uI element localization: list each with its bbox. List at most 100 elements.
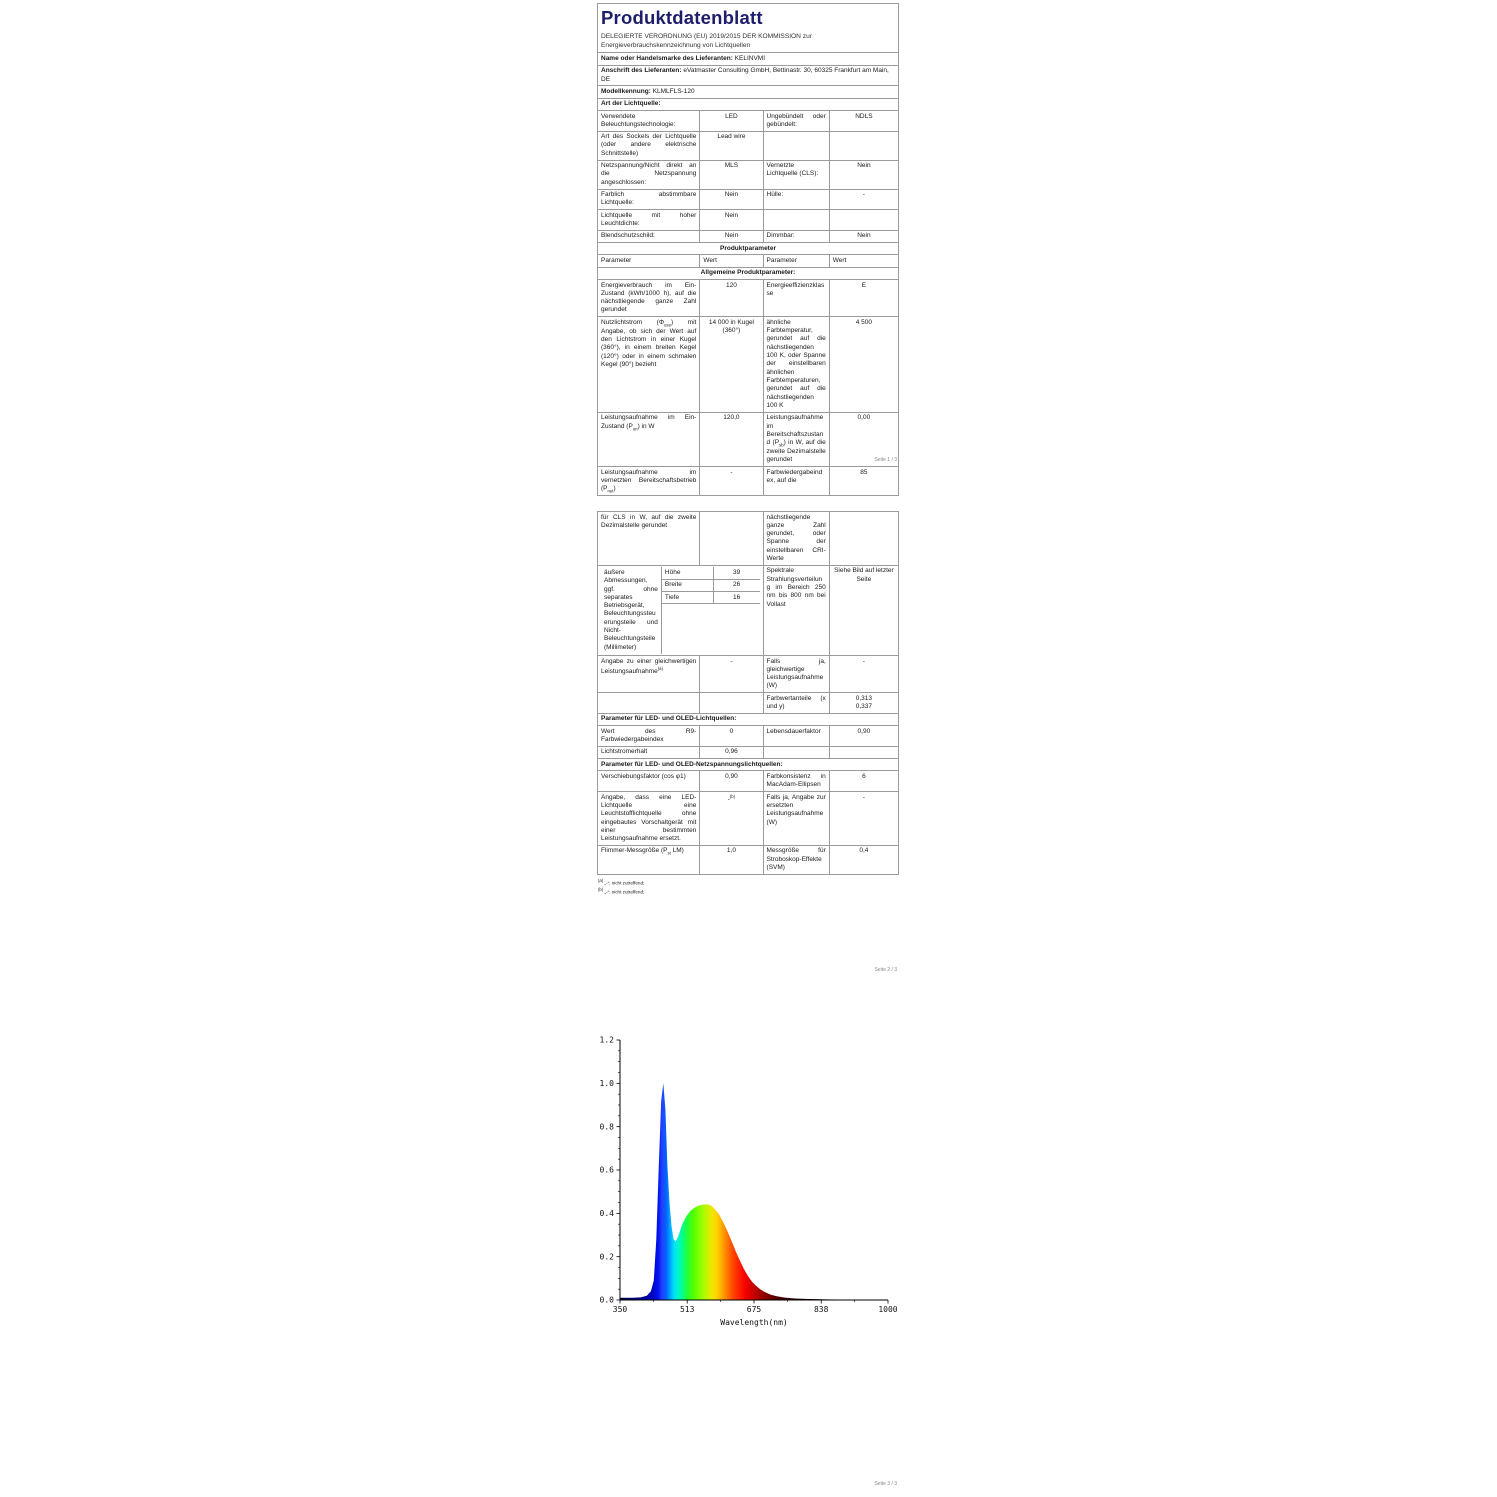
param-value-cell: 85: [828, 466, 900, 497]
svg-text:1.0: 1.0: [600, 1079, 615, 1088]
section-header-allgemeine: Allgemeine Produktparameter:: [597, 266, 899, 281]
param-value-cell: 120,0: [699, 411, 764, 468]
table-row: Verwendete Beleuchtungstechnologie: LED …: [596, 110, 900, 132]
param-value-cell: Nein: [828, 159, 900, 190]
dimension-name: Breite: [662, 579, 714, 591]
section-header-row: Produktparameter: [597, 242, 899, 256]
param-value-cell: [828, 511, 900, 566]
model-id-label: Modellkennung:: [601, 87, 651, 95]
param-label-cell: Angabe, dass eine LED-Lichtquelle eine L…: [596, 791, 701, 846]
regulation-subtitle: DELEGIERTE VERORDNUNG (EU) 2019/2015 DER…: [601, 33, 812, 50]
param-value-cell: [699, 692, 764, 714]
table-row: Nutzlichtstrom (Φuse) mit Angabe, ob sic…: [596, 316, 900, 413]
param-label-cell: Energieeffizienzklasse: [762, 279, 830, 318]
value-text: -: [727, 795, 730, 803]
label-subscript: on: [632, 425, 638, 431]
dimensions-cell: äußere Abmessungen, ggf. ohne separates …: [597, 564, 764, 657]
param-value-cell: 6: [828, 770, 900, 793]
supplier-name-value: KELINVMI: [734, 54, 766, 62]
param-value-cell: Nein: [699, 229, 764, 244]
param-label-cell: Wert des R9-Farbwiedergabeindex: [596, 725, 701, 747]
param-value-cell: 0,90: [828, 725, 900, 747]
model-id-value: KLMLFLS-120: [652, 87, 695, 95]
model-id-row: Modellkennung: KLMLFLS-120: [597, 85, 899, 99]
column-header-cell: Wert: [828, 254, 900, 268]
table-row: Energieverbrauch im Ein-Zustand (kWh/100…: [596, 279, 900, 318]
page-number-3: Seite 3 / 3: [874, 1481, 897, 1487]
x-axis-label: Wavelength(nm): [720, 1318, 787, 1327]
param-value-cell: -: [828, 654, 900, 694]
svg-text:1.2: 1.2: [600, 1036, 615, 1045]
param-value-cell: LED: [699, 110, 764, 132]
light-source-type-row: Art der Lichtquelle:: [597, 97, 899, 112]
param-label-cell: Verschiebungsfaktor (cos φ1): [596, 770, 701, 793]
column-header-cell: Wert: [699, 254, 764, 268]
param-label-cell: [762, 130, 830, 161]
dimension-value: 39: [733, 568, 741, 576]
param-value-cell: 0,313 0,337: [828, 692, 900, 714]
page-number-1: Seite 1 / 3: [874, 457, 897, 463]
spectral-distribution-chart-container: 0.0 0.2 0.4 0.6 0.8 1.0 1.2 350 513 675 838 1000 Wav…: [598, 1028, 900, 1342]
param-label-cell: Dimmbar:: [762, 229, 830, 244]
svg-text:0.0: 0.0: [600, 1296, 615, 1305]
table-row: Farbwertanteile (x und y) 0,313 0,337: [596, 692, 900, 714]
param-label-cell: Farblich abstimmbare Lichtquelle:: [596, 188, 701, 211]
table-row: Flimmer-Messgröße (Pst LM) 1,0 Messgröße…: [596, 844, 900, 875]
chromaticity-x: 0,313: [855, 694, 873, 702]
spectral-distribution-chart: 0.0 0.2 0.4 0.6 0.8 1.0 1.2 350 513 675 838 1000 Wav…: [600, 1036, 898, 1327]
product-parameters-table-page2: für CLS in W, auf die zweite Dezimalstel…: [596, 511, 900, 875]
supplier-address-label: Anschrift des Lieferanten:: [601, 67, 682, 75]
param-label-cell: Verwendete Beleuchtungstechnologie:: [596, 110, 701, 132]
param-value-cell: 0,90: [699, 770, 764, 793]
label-text: Flimmer-Messgröße (P: [601, 847, 668, 855]
param-value-cell: 0: [699, 725, 764, 747]
svg-text:838: 838: [814, 1305, 829, 1314]
svg-text:1000: 1000: [878, 1305, 897, 1314]
footnote-text: „-“: nicht zutreffend;: [603, 880, 645, 886]
param-value-cell: [828, 209, 900, 231]
light-source-type-label: Art der Lichtquelle:: [601, 100, 661, 108]
param-label-cell: [762, 209, 830, 231]
param-value-cell: Nein: [828, 229, 900, 244]
page-title: Produktdatenblatt: [601, 6, 763, 28]
footnote-marker: (a): [657, 665, 664, 671]
dimension-name: Tiefe: [662, 592, 714, 604]
light-source-type-cell: Art der Lichtquelle:: [597, 97, 899, 112]
footnote-marker: (b): [729, 793, 736, 799]
supplier-name-label: Name oder Handelsmarke des Lieferanten:: [601, 54, 733, 62]
label-text: Leistungsaufnahme im Bereitschaftszustan…: [766, 414, 824, 447]
dimension-value: 16: [733, 593, 741, 601]
param-label-cell: Vernetzte Lichtquelle (CLS):: [762, 159, 830, 190]
param-value-cell: 4 500: [828, 316, 900, 413]
param-label-cell: Spektrale Strahlungsverteilung im Bereic…: [762, 564, 830, 657]
footnote-a: (a) „-“: nicht zutreffend;: [598, 878, 899, 887]
param-value-cell: -: [699, 466, 764, 497]
supplier-address-value: eVatmaster Consulting GmbH, Bettinastr. …: [601, 67, 889, 83]
page-number-2: Seite 2 / 3: [874, 967, 897, 973]
label-text: ): [613, 485, 616, 493]
label-text: LM): [670, 847, 684, 855]
section-header-produktparameter: Produktparameter: [597, 242, 899, 256]
table-row: Farblich abstimmbare Lichtquelle: Nein H…: [596, 188, 900, 211]
param-value-cell: MLS: [699, 159, 764, 190]
dimension-row-height: Höhe 39: [661, 567, 760, 580]
title-cell: Produktdatenblatt DELEGIERTE VERORDNUNG …: [597, 2, 899, 54]
param-value-cell: 14 000 in Kugel (360°): [699, 316, 764, 413]
label-text: Angabe zu einer gleichwertigen Leistungs…: [601, 657, 697, 675]
param-label-cell: Lebensdauerfaktor: [762, 725, 830, 747]
label-text: ) in W, auf die zweite Dezimalstelle ger…: [766, 439, 826, 464]
param-value-cell: -(b): [699, 791, 764, 846]
label-text: Leistungsaufnahme im vernetzten Bereitsc…: [601, 468, 697, 493]
datasheet-page-1: Produktdatenblatt DELEGIERTE VERORDNUNG …: [596, 2, 900, 497]
param-label-cell: [596, 692, 701, 714]
column-header-cell: Parameter: [762, 254, 830, 268]
title-row: Produktdatenblatt DELEGIERTE VERORDNUNG …: [597, 2, 899, 54]
spectrum-area: [620, 1083, 888, 1300]
param-label-cell: [762, 745, 830, 760]
param-label-cell: Falls ja, Angabe zur ersetzten Leistungs…: [762, 791, 830, 846]
param-value-cell: NDLS: [828, 110, 900, 132]
label-text: ) in W: [637, 422, 655, 430]
param-value-cell: E: [828, 279, 900, 318]
svg-text:0.4: 0.4: [600, 1209, 615, 1218]
param-value-cell: [828, 130, 900, 161]
